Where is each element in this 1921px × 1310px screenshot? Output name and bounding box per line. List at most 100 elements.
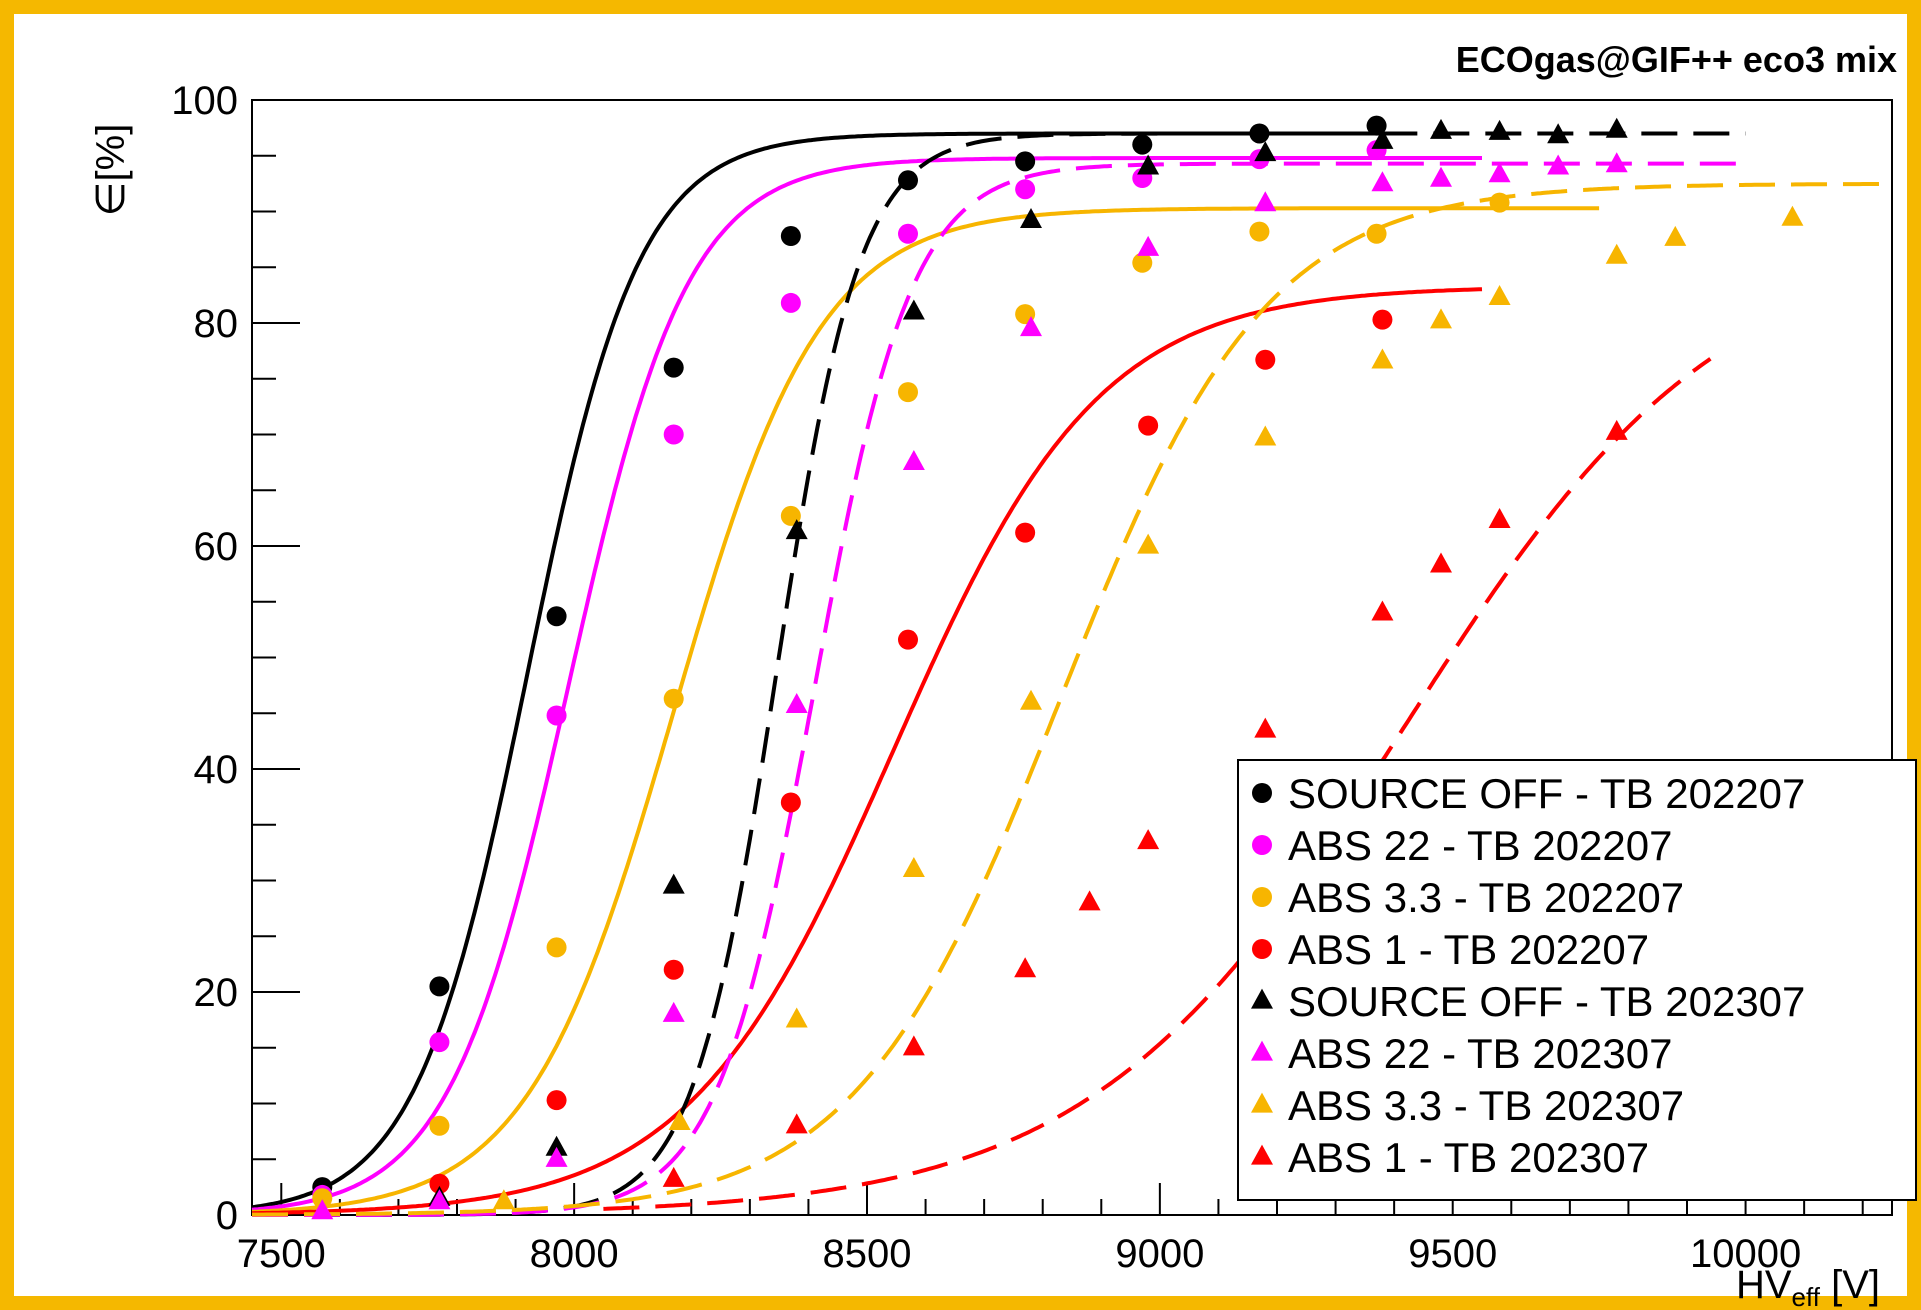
y-tick-label: 80 bbox=[194, 302, 239, 346]
legend-label: ABS 3.3 - TB 202207 bbox=[1288, 874, 1684, 921]
data-point bbox=[1488, 119, 1511, 140]
legend-label: SOURCE OFF - TB 202307 bbox=[1288, 978, 1805, 1025]
data-point bbox=[1605, 243, 1628, 264]
fit-curve bbox=[252, 161, 1746, 1217]
data-point bbox=[1255, 349, 1276, 370]
legend-label: ABS 22 - TB 202207 bbox=[1288, 822, 1672, 869]
data-point bbox=[1488, 284, 1511, 305]
y-axis-label: ∈[%] bbox=[89, 124, 133, 217]
legend-marker bbox=[1252, 835, 1272, 855]
x-tick-label: 8000 bbox=[530, 1232, 619, 1276]
data-point bbox=[1015, 522, 1036, 543]
data-point bbox=[785, 1113, 808, 1134]
data-point bbox=[1137, 533, 1160, 554]
x-axis-label-sub: eff bbox=[1792, 1282, 1821, 1310]
data-point bbox=[311, 1199, 334, 1220]
x-tick-label: 9000 bbox=[1115, 1232, 1204, 1276]
data-point bbox=[545, 1146, 568, 1167]
data-point bbox=[1138, 415, 1159, 436]
legend-marker bbox=[1251, 1092, 1273, 1113]
data-point bbox=[1137, 829, 1160, 850]
data-point bbox=[663, 959, 684, 980]
legend-marker bbox=[1252, 887, 1272, 907]
data-point bbox=[1372, 309, 1393, 330]
data-point bbox=[1249, 221, 1270, 242]
data-point bbox=[546, 606, 567, 627]
data-point bbox=[1430, 308, 1452, 329]
data-point bbox=[1605, 117, 1628, 138]
data-point bbox=[780, 292, 801, 313]
data-point bbox=[1605, 419, 1628, 440]
data-point bbox=[1547, 123, 1570, 144]
data-point bbox=[1371, 600, 1394, 621]
data-point bbox=[898, 629, 918, 650]
data-point bbox=[1132, 252, 1153, 273]
data-point bbox=[780, 792, 801, 813]
data-point bbox=[1488, 162, 1511, 183]
data-point bbox=[780, 226, 801, 247]
data-point bbox=[1254, 141, 1277, 162]
x-tick-label: 8500 bbox=[823, 1232, 912, 1276]
legend-marker bbox=[1251, 988, 1273, 1009]
data-point bbox=[668, 1110, 691, 1131]
fit-curve bbox=[603, 357, 1712, 1211]
data-point bbox=[1078, 890, 1101, 911]
data-point bbox=[1371, 348, 1394, 369]
data-point bbox=[1547, 154, 1570, 175]
data-point bbox=[1430, 118, 1452, 139]
data-point bbox=[898, 170, 918, 191]
data-point bbox=[663, 424, 684, 445]
data-point bbox=[662, 873, 685, 894]
legend-box bbox=[1237, 759, 1917, 1201]
data-point bbox=[1489, 192, 1510, 213]
data-point bbox=[1254, 191, 1277, 212]
x-axis-label: HVeff [V] bbox=[1736, 1263, 1880, 1310]
data-point bbox=[1020, 208, 1042, 229]
legend-marker bbox=[1251, 1040, 1273, 1061]
legend-label: ABS 22 - TB 202307 bbox=[1288, 1030, 1672, 1077]
data-point bbox=[1488, 507, 1511, 528]
data-point bbox=[1137, 154, 1160, 175]
legend-label: ABS 1 - TB 202307 bbox=[1288, 1134, 1649, 1181]
data-point bbox=[1371, 128, 1394, 149]
data-point bbox=[1254, 425, 1277, 446]
fit-curve bbox=[252, 181, 1892, 1217]
data-point bbox=[663, 357, 684, 378]
data-point bbox=[1132, 134, 1153, 155]
data-point bbox=[1781, 205, 1804, 226]
data-point bbox=[1249, 123, 1270, 144]
data-point bbox=[902, 1035, 925, 1056]
data-point bbox=[429, 976, 450, 997]
legend-label: ABS 1 - TB 202207 bbox=[1288, 926, 1649, 973]
data-point bbox=[902, 856, 925, 877]
data-point bbox=[662, 1001, 685, 1022]
fit-curve bbox=[251, 287, 1483, 1216]
data-point bbox=[1015, 151, 1036, 172]
fit-curve bbox=[251, 156, 1482, 1212]
data-point bbox=[312, 1188, 333, 1209]
data-point bbox=[1430, 166, 1452, 187]
data-point bbox=[785, 693, 808, 714]
x-tick-label: 9500 bbox=[1408, 1232, 1497, 1276]
legend-marker bbox=[1252, 939, 1272, 959]
data-point bbox=[1664, 225, 1687, 246]
data-point bbox=[785, 1007, 808, 1028]
data-point bbox=[546, 1090, 567, 1111]
x-axis-label-unit: [V] bbox=[1820, 1263, 1880, 1307]
data-point bbox=[663, 688, 684, 709]
legend-marker bbox=[1252, 783, 1272, 803]
y-tick-label: 40 bbox=[194, 748, 239, 792]
x-axis-label-main: HV bbox=[1736, 1263, 1792, 1307]
y-tick-label: 0 bbox=[216, 1194, 238, 1238]
data-point bbox=[1371, 171, 1394, 192]
legend-label: SOURCE OFF - TB 202207 bbox=[1288, 770, 1805, 817]
data-point bbox=[545, 1135, 568, 1156]
legend-label: ABS 3.3 - TB 202307 bbox=[1288, 1082, 1684, 1129]
data-point bbox=[1020, 316, 1042, 337]
axis-ticks: 0 20 40 60 80 100 7500 8000 8500 9000 9500 10000 bbox=[171, 79, 1864, 1276]
data-point bbox=[429, 1032, 450, 1053]
data-point bbox=[429, 1115, 450, 1136]
data-point bbox=[1366, 223, 1387, 244]
